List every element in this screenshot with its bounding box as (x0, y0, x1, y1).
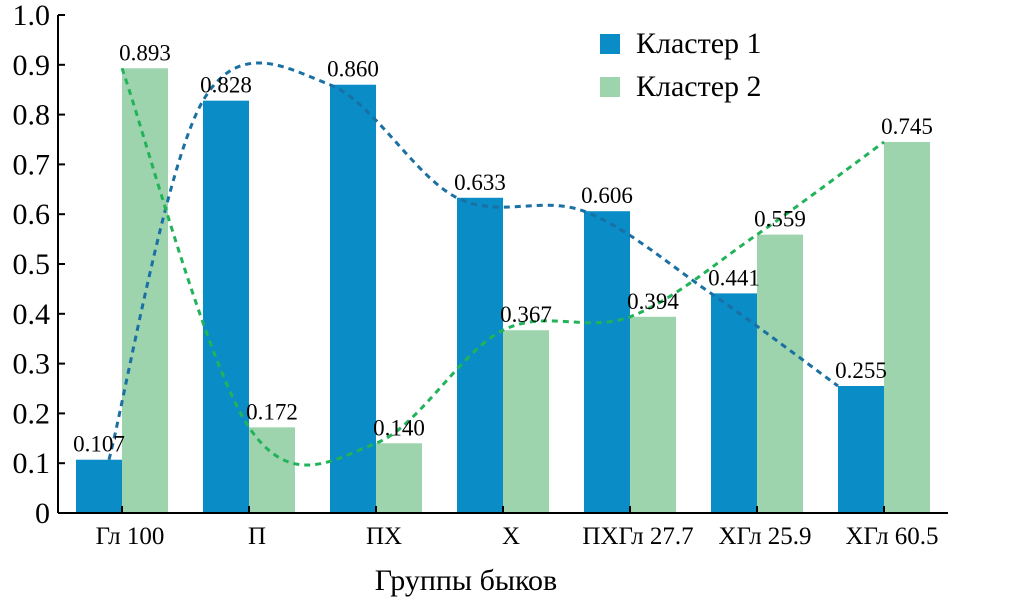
x-tick-label: ПХГл 27.7 (582, 523, 693, 550)
bar-cluster-2 (249, 427, 295, 513)
y-tick-label: 0.6 (13, 198, 51, 231)
y-tick-label: 0 (35, 497, 50, 530)
x-axis-ticks: Гл 100 П ПХ Х ПХГл 27.7 ХГл 25.9 ХГл 60.5 (96, 506, 939, 550)
legend: Кластер 1 Кластер 2 (600, 27, 762, 103)
trend-line-cluster-2 (120, 67, 885, 467)
bar-cluster-1 (457, 197, 503, 514)
y-tick-label: 0.3 (13, 348, 51, 381)
bar-cluster-2 (630, 316, 676, 513)
data-label-cluster-1: 0.255 (835, 358, 887, 383)
y-tick-label: 0.2 (13, 397, 51, 430)
y-tick-label: 0.1 (13, 447, 51, 480)
data-label-cluster-1: 0.828 (200, 73, 252, 98)
data-label-cluster-1: 0.441 (708, 265, 760, 290)
bar-cluster-1 (711, 293, 757, 513)
x-tick-label: ХГл 60.5 (845, 523, 938, 550)
x-tick-label: П (248, 523, 266, 550)
data-labels: 0.107 0.828 0.860 0.633 0.606 0.441 0.255 0.893… (73, 40, 933, 456)
y-tick-label: 0.4 (13, 298, 51, 331)
legend-label-cluster-1: Кластер 1 (636, 27, 762, 60)
data-label-cluster-2: 0.893 (119, 40, 171, 65)
bar-cluster-1 (330, 84, 376, 513)
data-label-cluster-1: 0.860 (327, 57, 379, 82)
data-label-cluster-2: 0.745 (881, 114, 933, 139)
legend-swatch-cluster-1 (600, 34, 620, 54)
x-tick-label: Х (502, 523, 520, 550)
bar-cluster-1 (203, 100, 249, 513)
bar-cluster-2 (503, 330, 549, 513)
bar-cluster-1 (76, 459, 122, 513)
bars (76, 68, 930, 514)
data-label-cluster-2: 0.172 (246, 399, 298, 424)
bar-cluster-2 (122, 68, 168, 513)
bar-cluster-2 (884, 141, 930, 514)
data-label-cluster-1: 0.633 (454, 170, 506, 195)
trend-line-cluster-1 (107, 61, 839, 461)
data-label-cluster-2: 0.559 (754, 207, 806, 232)
bar-cluster-1 (838, 386, 884, 513)
data-label-cluster-2: 0.367 (500, 302, 552, 327)
x-tick-label: ХГл 25.9 (718, 523, 811, 550)
y-tick-label: 1.0 (13, 0, 51, 32)
data-label-cluster-2: 0.394 (627, 289, 679, 314)
data-label-cluster-1: 0.606 (581, 183, 633, 208)
data-label-cluster-2: 0.140 (373, 415, 425, 440)
x-tick-label: ПХ (366, 523, 402, 550)
bar-cluster-2 (757, 234, 803, 514)
y-axis-ticks: 0 0.1 0.2 0.3 0.4 0.5 0.6 0.7 0.8 0.9 1.0 (13, 0, 65, 530)
bar-cluster-2 (376, 443, 422, 513)
legend-swatch-cluster-2 (600, 77, 620, 97)
x-axis-title: Группы быков (375, 564, 557, 597)
legend-label-cluster-2: Кластер 2 (636, 70, 762, 103)
trend-lines (107, 61, 885, 467)
y-tick-label: 0.9 (13, 49, 51, 82)
data-label-cluster-1: 0.107 (73, 432, 125, 457)
x-tick-label: Гл 100 (96, 523, 165, 550)
y-tick-label: 0.8 (13, 99, 51, 132)
bar-cluster-1 (584, 211, 630, 513)
y-tick-label: 0.7 (13, 148, 51, 181)
y-tick-label: 0.5 (13, 248, 51, 281)
